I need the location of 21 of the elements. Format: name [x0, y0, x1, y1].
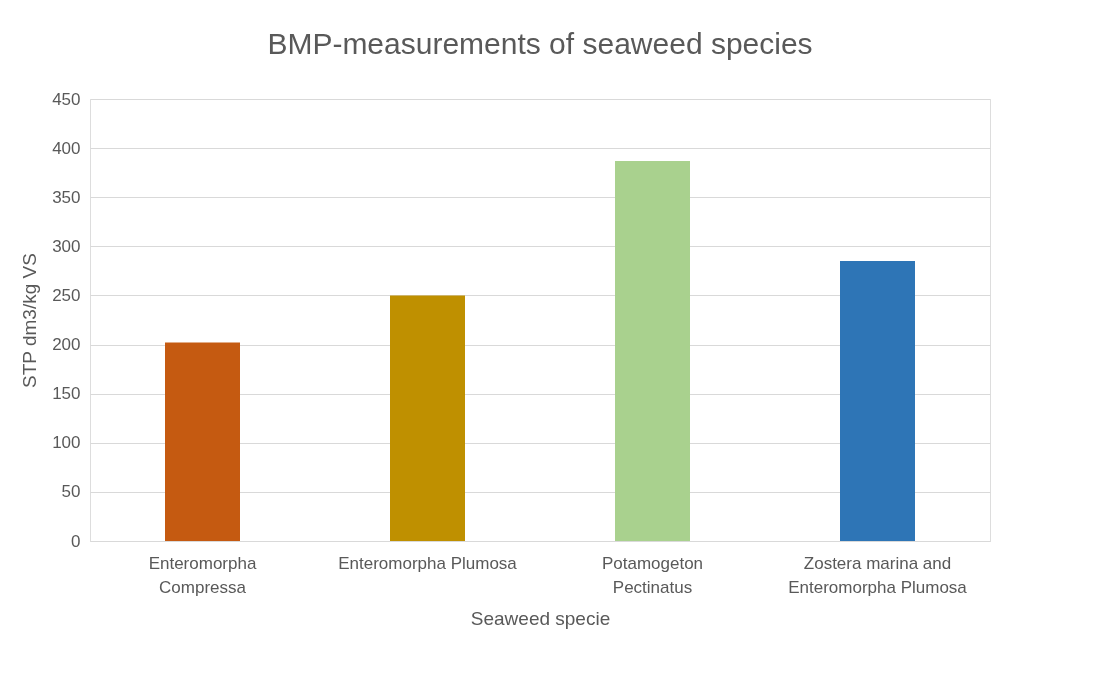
y-tick-label: 250: [52, 285, 81, 305]
bar: [840, 261, 915, 541]
x-tick-label: Enteromorpha Plumosa: [338, 553, 518, 573]
y-tick-label: 450: [52, 89, 81, 109]
y-tick-label: 0: [71, 531, 81, 551]
y-tick-label: 150: [52, 384, 81, 404]
y-tick-label: 50: [61, 482, 81, 502]
y-tick-label: 200: [52, 335, 81, 355]
bar: [390, 295, 465, 541]
y-tick-label: 350: [52, 187, 81, 207]
chart-title: BMP-measurements of seaweed species: [267, 27, 813, 60]
y-tick-label: 400: [52, 138, 81, 158]
x-axis-title: Seaweed specie: [470, 607, 611, 629]
x-tick-label: Potamogeton Pectinatus: [601, 553, 704, 597]
x-tick-label: Enteromorpha Compressa: [148, 553, 257, 597]
y-tick-label: 100: [52, 433, 81, 453]
bar: [615, 160, 690, 541]
y-tick-label: 300: [52, 236, 81, 256]
x-tick-label: Zostera marina and Enteromorpha Plumosa: [788, 553, 968, 597]
bar: [165, 342, 240, 541]
y-axis-title: STP dm3/kg VS: [19, 253, 41, 388]
